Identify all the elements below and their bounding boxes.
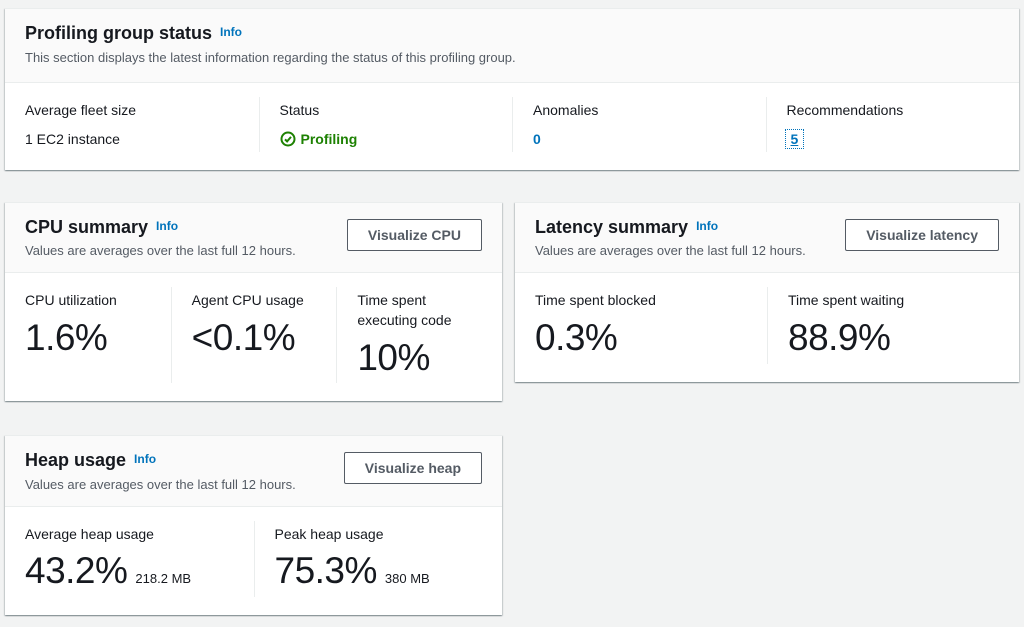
heap-usage-title: Heap usage <box>25 450 127 471</box>
time-waiting-value: 88.9% <box>788 316 891 358</box>
fleet-size-value: 1 EC2 instance <box>25 131 120 148</box>
status-stats-row: Average fleet size 1 EC2 instance Status… <box>5 83 1019 169</box>
anomalies-count-link[interactable]: 0 <box>533 131 541 148</box>
recommendations-count-link[interactable]: 5 <box>784 129 805 150</box>
anomalies-value-wrap: 0 <box>533 131 746 148</box>
latency-summary-header: Latency summary Info Values are averages … <box>515 202 1019 274</box>
latency-summary-title: Latency summary <box>535 216 689 237</box>
recommendations-value-wrap: 5 <box>784 129 1000 150</box>
status-description: This section displays the latest informa… <box>25 49 516 65</box>
stat-label: Time spent blocked <box>535 292 656 309</box>
heap-usage-card: Heap usage Info Values are averages over … <box>5 435 502 615</box>
heap-stats-row: Average heap usage 43.2% 218.2 MB Peak h… <box>5 507 502 615</box>
stat-label: Average heap usage <box>25 525 154 542</box>
stat-recommendations: Recommendations 5 <box>765 97 1020 152</box>
stat-time-waiting: Time spent waiting 88.9% <box>767 287 1019 364</box>
cpu-summary-header: CPU summary Info Values are averages over… <box>5 202 502 274</box>
status-text: Profiling <box>300 131 358 148</box>
cpu-info-link[interactable]: Info <box>156 218 179 233</box>
peak-heap-value-row: 75.3% 380 MB <box>275 544 483 593</box>
stat-label: Time spent executing code <box>357 292 452 328</box>
stat-average-heap-usage: Average heap usage 43.2% 218.2 MB <box>5 521 254 597</box>
peak-heap-absolute: 380 MB <box>384 571 430 587</box>
stat-label: Agent CPU usage <box>191 292 304 309</box>
profiling-group-status-header: Profiling group status Info This section … <box>5 9 1019 84</box>
visualize-cpu-button[interactable]: Visualize CPU <box>346 218 482 251</box>
latency-stats-row: Time spent blocked 0.3% Time spent waiti… <box>515 273 1019 381</box>
stat-time-executing-code: Time spent executing code 10% <box>336 287 502 384</box>
page-title: Profiling group status <box>25 23 212 43</box>
heap-usage-description: Values are averages over the last full 1… <box>25 476 296 492</box>
stat-label: CPU utilization <box>25 292 117 309</box>
time-executing-code-value: 10% <box>357 336 430 378</box>
profiling-group-status-header-text: Profiling group status Info This section … <box>25 23 516 66</box>
stat-time-blocked: Time spent blocked 0.3% <box>515 287 767 363</box>
summary-cards-row: CPU summary Info Values are averages over… <box>5 201 1019 402</box>
stat-label: Status <box>279 102 320 119</box>
cpu-utilization-value: 1.6% <box>25 316 108 358</box>
time-blocked-value: 0.3% <box>535 316 618 358</box>
latency-summary-card: Latency summary Info Values are averages … <box>515 201 1019 382</box>
latency-info-link[interactable]: Info <box>696 218 719 233</box>
visualize-latency-button[interactable]: Visualize latency <box>845 218 999 251</box>
stat-anomalies: Anomalies 0 <box>512 97 766 152</box>
heap-info-link[interactable]: Info <box>134 452 157 467</box>
stat-average-fleet-size: Average fleet size 1 EC2 instance <box>5 97 259 151</box>
latency-summary-description: Values are averages over the last full 1… <box>535 243 806 259</box>
profiling-group-status-card: Profiling group status Info This section … <box>5 8 1019 170</box>
stat-status: Status Profiling <box>258 97 513 152</box>
status-info-link[interactable]: Info <box>220 25 242 39</box>
agent-cpu-usage-value: <0.1% <box>191 316 296 358</box>
stat-label: Recommendations <box>786 102 904 119</box>
status-ok-icon <box>280 131 296 147</box>
cpu-summary-description: Values are averages over the last full 1… <box>25 243 296 259</box>
heap-usage-header: Heap usage Info Values are averages over … <box>5 436 502 507</box>
heap-usage-header-text: Heap usage Info Values are averages over … <box>25 450 296 493</box>
status-value: Profiling <box>280 131 493 148</box>
cpu-summary-header-text: CPU summary Info Values are averages over… <box>25 217 296 260</box>
cpu-summary-title: CPU summary <box>25 216 149 237</box>
average-heap-percent: 43.2% <box>25 550 128 592</box>
cpu-summary-card: CPU summary Info Values are averages over… <box>5 201 502 402</box>
cpu-stats-row: CPU utilization 1.6% Agent CPU usage <0.… <box>5 273 502 401</box>
stat-label: Anomalies <box>533 102 599 119</box>
latency-summary-header-text: Latency summary Info Values are averages … <box>535 217 806 260</box>
stat-cpu-utilization: CPU utilization 1.6% <box>5 287 171 383</box>
visualize-heap-button[interactable]: Visualize heap <box>343 452 482 485</box>
average-heap-absolute: 218.2 MB <box>135 571 192 587</box>
average-heap-value-row: 43.2% 218.2 MB <box>25 544 234 593</box>
stat-label: Peak heap usage <box>274 525 384 542</box>
stat-agent-cpu-usage: Agent CPU usage <0.1% <box>170 287 337 384</box>
peak-heap-percent: 75.3% <box>274 550 378 592</box>
stat-peak-heap-usage: Peak heap usage 75.3% 380 MB <box>253 520 503 597</box>
stat-label: Average fleet size <box>25 102 137 119</box>
stat-label: Time spent waiting <box>788 292 905 309</box>
